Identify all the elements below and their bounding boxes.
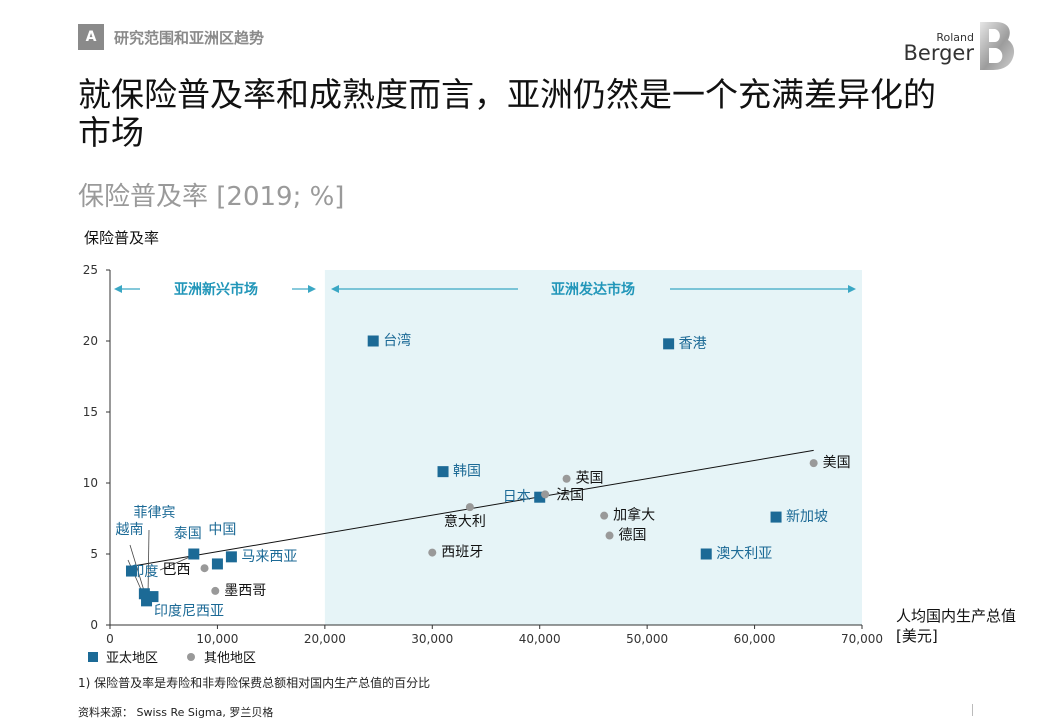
data-point	[138, 588, 150, 600]
data-point	[700, 548, 712, 560]
data-label: 韩国	[453, 464, 481, 480]
data-label: 日本	[503, 489, 531, 505]
data-point	[534, 491, 546, 503]
source-note: 资料来源： Swiss Re Sigma, 罗兰贝格	[78, 706, 274, 719]
legend-label: 其他地区	[204, 651, 256, 666]
data-label: 美国	[823, 455, 851, 471]
data-point	[770, 511, 782, 523]
data-point	[605, 531, 614, 540]
trend-line	[136, 449, 814, 566]
logo-b-mark-icon	[980, 22, 1015, 70]
data-label: 马来西亚	[241, 549, 297, 565]
data-point	[600, 511, 609, 520]
data-point	[663, 338, 675, 350]
page-corner-divider	[972, 704, 973, 716]
chart-subtitle: 保险普及率 [2019; %]	[78, 182, 345, 212]
data-label: 中国	[208, 522, 236, 538]
legend-label: 亚太地区	[106, 651, 158, 666]
data-point	[541, 490, 550, 499]
x-tick-label: 10,000	[196, 632, 238, 646]
logo-text-large: Berger	[903, 41, 974, 65]
x-tick-label: 0	[106, 632, 114, 646]
data-label: 墨西哥	[224, 583, 266, 599]
data-label: 印度	[130, 564, 158, 580]
data-point	[141, 595, 153, 607]
x-tick-label: 70,000	[841, 632, 883, 646]
leader-line	[129, 544, 146, 595]
data-point	[225, 551, 237, 563]
data-label: 英国	[576, 470, 604, 487]
data-label: 香港	[679, 336, 707, 352]
roland-berger-logo: Roland Berger	[904, 20, 1016, 76]
legend-marker-asia	[88, 652, 98, 662]
x-tick-label: 60,000	[734, 632, 776, 646]
data-point	[367, 335, 379, 347]
data-label: 加拿大	[613, 507, 655, 524]
section-tag: A 研究范围和亚洲区趋势	[78, 24, 264, 50]
y-tick-label: 20	[83, 334, 98, 348]
data-label: 德国	[619, 528, 647, 544]
data-label: 澳大利亚	[716, 546, 772, 562]
data-point	[211, 558, 223, 570]
data-point	[465, 503, 474, 512]
region-emerging-right-arrowhead	[308, 285, 316, 293]
data-label: 印度尼西亚	[154, 604, 224, 620]
region-label-emerging: 亚洲新兴市场	[174, 281, 258, 298]
y-tick-label: 10	[83, 476, 98, 490]
leader-line	[147, 529, 150, 597]
data-point	[200, 564, 209, 573]
footnote: 1) 保险普及率是寿险和非寿险保费总额相对国内生产总值的百分比	[78, 676, 431, 690]
data-point	[147, 591, 159, 603]
x-tick-label: 20,000	[304, 632, 346, 646]
y-tick-label: 0	[90, 618, 98, 632]
data-label: 泰国	[174, 526, 202, 542]
x-tick-label: 50,000	[626, 632, 668, 646]
region-shade-developed	[324, 270, 862, 625]
legend-marker-other	[187, 653, 195, 661]
data-point	[188, 548, 200, 560]
data-label: 越南	[115, 522, 143, 538]
data-point	[211, 586, 220, 595]
region-label-developed: 亚洲发达市场	[551, 281, 635, 298]
data-label: 巴西	[163, 562, 191, 578]
x-tick-label: 40,000	[519, 632, 561, 646]
x-axis-unit: [美元]	[896, 627, 938, 645]
leader-line	[159, 555, 193, 571]
y-tick-label: 15	[83, 405, 98, 419]
y-tick-label: 5	[90, 547, 98, 561]
data-label: 意大利	[444, 513, 486, 530]
headline: 就保险普及率和成熟度而言，亚洲仍然是一个充满差异化的市场	[78, 75, 936, 152]
logo-text-small: Roland	[936, 31, 974, 44]
data-point	[125, 565, 137, 577]
data-label: 菲律宾	[134, 505, 176, 521]
section-label: 研究范围和亚洲区趋势	[114, 28, 265, 47]
x-tick-label: 30,000	[411, 632, 453, 646]
data-label: 台湾	[383, 332, 411, 349]
data-point	[437, 466, 449, 478]
data-label: 西班牙	[441, 545, 483, 561]
y-tick-label: 25	[83, 263, 98, 277]
region-emerging-left-arrowhead	[114, 285, 122, 293]
data-point	[428, 548, 437, 557]
y-axis-title: 保险普及率	[84, 229, 159, 247]
region-developed-left-arrowhead	[331, 285, 339, 293]
data-label: 法国	[556, 487, 584, 503]
data-label: 新加坡	[786, 509, 828, 525]
x-axis-title: 人均国内生产总值	[896, 607, 1016, 625]
region-developed-right-arrowhead	[848, 285, 856, 293]
data-point	[809, 459, 818, 468]
data-point	[562, 474, 571, 483]
section-letter: A	[78, 24, 104, 50]
